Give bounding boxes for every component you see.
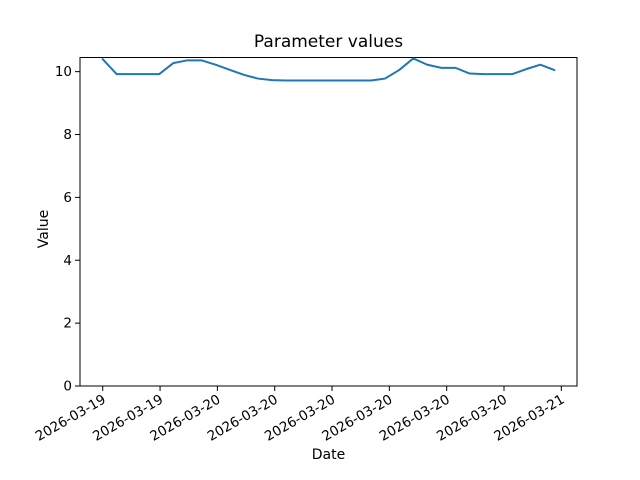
chart-title: Parameter values [254, 32, 403, 52]
x-axis-label: Date [312, 447, 345, 463]
y-tick-label: 10 [55, 64, 72, 80]
x-axis-ticks: 2026-03-192026-03-192026-03-202026-03-20… [33, 386, 567, 445]
y-tick-label: 0 [63, 379, 72, 395]
y-tick-label: 8 [63, 127, 72, 143]
plot-border [79, 57, 578, 387]
y-tick-label: 6 [63, 190, 72, 206]
y-tick-label: 4 [63, 253, 72, 269]
y-tick-label: 2 [63, 316, 72, 332]
data-line [101, 57, 556, 82]
y-axis-label: Value [36, 210, 52, 248]
y-axis-ticks: 0 2 4 6 8 10 [55, 64, 80, 395]
